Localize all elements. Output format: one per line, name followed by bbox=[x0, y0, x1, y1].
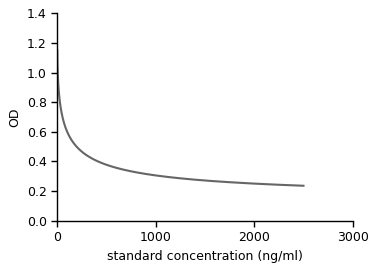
X-axis label: standard concentration (ng/ml): standard concentration (ng/ml) bbox=[107, 250, 303, 263]
Y-axis label: OD: OD bbox=[8, 107, 21, 127]
